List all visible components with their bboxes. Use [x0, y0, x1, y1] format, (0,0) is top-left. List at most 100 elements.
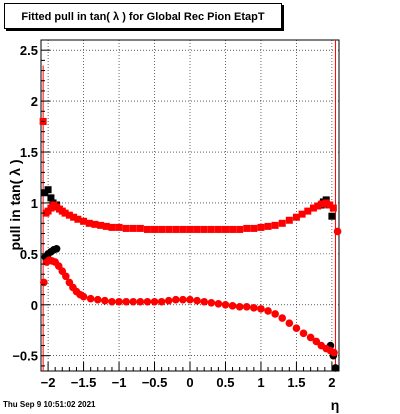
data-point-circle	[257, 305, 265, 313]
data-point-circle	[221, 301, 230, 309]
data-point-circle	[306, 333, 315, 342]
axis-layer: −2 −1.5 −1 −0.5 0 0.5 1 1.5 2 −0.5 0 0.5 1 1.5 2 2.5	[12, 39, 340, 390]
data-point-square	[221, 225, 229, 233]
data-point-square	[214, 225, 222, 233]
data-point-square	[193, 225, 201, 233]
data-point-circle	[86, 294, 95, 303]
grid-layer	[41, 40, 339, 371]
y-tick-label: 2.5	[20, 43, 38, 58]
data-point-circle	[330, 348, 338, 357]
data-point-square	[329, 204, 337, 212]
data-point-circle	[193, 296, 201, 305]
data-point-circle	[285, 319, 294, 327]
x-tick-label: −2	[41, 375, 56, 390]
data-point-square	[309, 204, 317, 212]
data-point-circle	[179, 295, 187, 304]
data-point-square	[65, 211, 73, 219]
data-point-square	[47, 194, 55, 202]
data-point-circle	[164, 296, 173, 305]
data-point-circle	[115, 297, 123, 306]
data-point-square	[318, 200, 326, 208]
y-tick-label: 0.5	[20, 247, 38, 262]
y-tick-label: −0.5	[12, 349, 38, 364]
data-point-circle	[278, 314, 287, 322]
data-point-circle	[129, 297, 138, 306]
data-point-square	[229, 225, 237, 233]
x-tick-label: 1.5	[287, 375, 305, 390]
data-point-circle	[101, 296, 109, 305]
data-point-circle	[79, 292, 88, 301]
data-point-square	[102, 222, 110, 230]
data-point-square	[80, 217, 88, 225]
x-tick-label: 0	[186, 375, 193, 390]
data-point-square	[179, 225, 187, 233]
data-point-circle	[157, 297, 166, 306]
y-tick-label: 0	[31, 298, 38, 313]
data-point-square	[250, 224, 258, 232]
data-point-circle	[136, 297, 145, 306]
data-point-square	[172, 225, 180, 233]
x-tick-label: −1	[112, 375, 127, 390]
data-point-square	[236, 225, 244, 233]
data-point-circle	[299, 329, 308, 338]
y-tick-label: 1.5	[20, 145, 38, 160]
data-point-circle	[207, 298, 216, 307]
data-point-circle	[62, 272, 70, 281]
data-point-square	[200, 225, 208, 233]
data-point-square	[165, 225, 173, 233]
data-point-square	[326, 201, 334, 209]
data-point-square	[151, 225, 159, 233]
timestamp: Thu Sep 9 10:51:02 2021	[3, 400, 96, 409]
x-axis-title: η	[331, 397, 340, 413]
data-point-square	[85, 219, 93, 227]
data-point-square	[285, 216, 293, 224]
data-point-square	[278, 219, 286, 227]
data-point-circle	[228, 302, 237, 310]
data-point-circle	[235, 303, 244, 311]
data-point-square	[207, 225, 215, 233]
data-point-square	[97, 221, 105, 229]
y-tick-label: 1	[31, 196, 38, 211]
data-point-circle	[292, 324, 301, 333]
x-tick-label: 1	[257, 375, 264, 390]
chart-title: Fitted pull in tan( λ ) for Global Rec P…	[21, 11, 265, 23]
data-point-circle	[150, 297, 159, 306]
data-point-circle	[143, 297, 152, 306]
data-point-square	[61, 209, 69, 217]
data-point-circle	[52, 244, 61, 253]
data-point-square	[304, 207, 312, 215]
data-point-circle	[333, 227, 342, 236]
data-point-circle	[264, 307, 272, 315]
data-point-square	[115, 223, 123, 231]
data-point-square	[328, 212, 336, 220]
data-point-circle	[40, 278, 48, 287]
data-point-square	[243, 224, 251, 232]
x-tick-label: −0.5	[142, 375, 168, 390]
data-point-square	[143, 225, 151, 233]
data-point-square	[186, 225, 194, 233]
data-point-square	[129, 224, 137, 232]
data-point-square	[158, 225, 166, 233]
data-point-square	[271, 221, 279, 229]
data-point-square	[74, 215, 82, 223]
data-point-circle	[331, 364, 340, 372]
data-point-circle	[122, 297, 130, 306]
data-point-square	[122, 224, 130, 232]
data-point-square	[70, 213, 78, 221]
data-point-circle	[93, 295, 102, 304]
y-axis-title: pull in tan( λ )	[7, 160, 23, 251]
data-point-square	[44, 186, 52, 194]
data-point-circle	[186, 295, 194, 304]
data-point-circle	[108, 297, 116, 306]
data-point-circle	[271, 310, 279, 318]
data-point-circle	[214, 299, 223, 308]
data-point-square	[108, 223, 116, 231]
data-point-circle	[172, 295, 180, 304]
data-point-circle	[200, 297, 208, 306]
data-point-square	[91, 220, 99, 228]
data-point-square	[322, 199, 330, 207]
data-point-square	[257, 223, 265, 231]
data-point-square	[292, 213, 300, 221]
data-point-square	[298, 210, 306, 218]
